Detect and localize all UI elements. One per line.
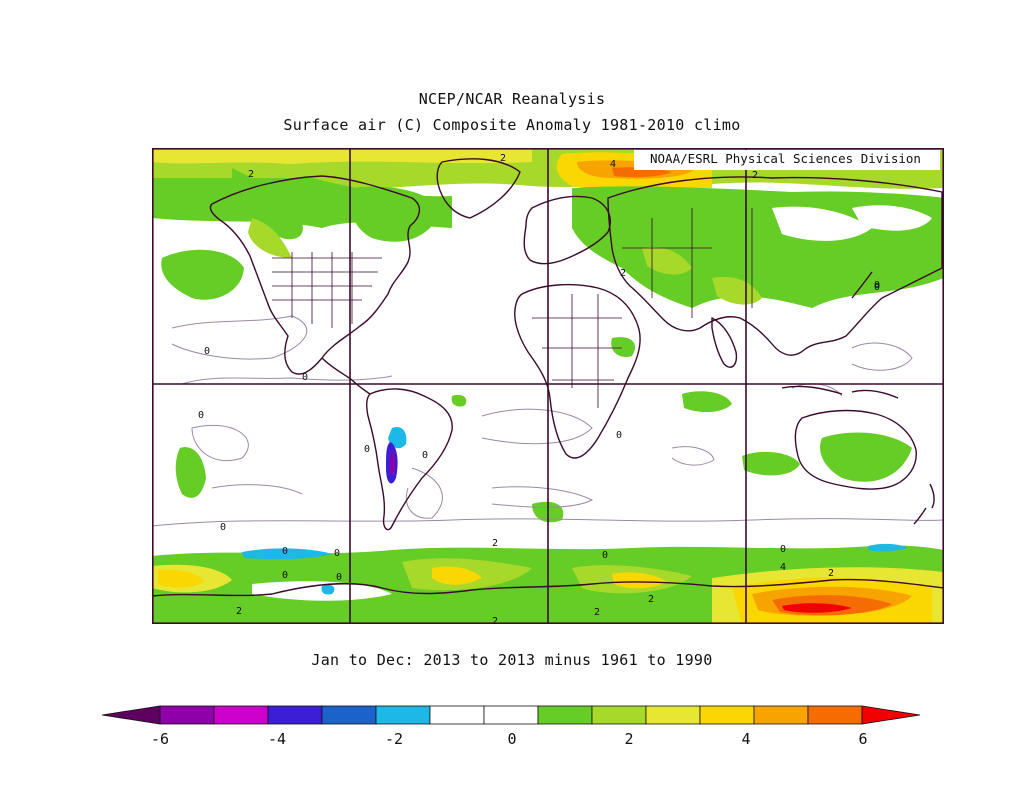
colorbar-tick: 6 (858, 730, 868, 748)
coastlines (152, 158, 944, 597)
zero-contours (152, 315, 944, 527)
contour-label: 0 (204, 346, 210, 357)
contour-label: 0 (198, 410, 204, 421)
asia-outline (607, 176, 943, 356)
africa-outline (514, 283, 641, 459)
central-america-outline (321, 357, 371, 395)
colorbar-segment (807, 705, 863, 725)
map-title: NCEP/NCAR Reanalysis (418, 90, 606, 108)
contour-label: 2 (828, 568, 834, 579)
graticule (152, 148, 944, 624)
contour-label: 0 (364, 444, 370, 455)
contour-label: 2 (500, 153, 506, 164)
colorbar-segment (375, 705, 431, 725)
colorbar-segment (483, 705, 539, 725)
eurasia-borders (622, 208, 753, 318)
colorbar-tick: 2 (624, 730, 634, 748)
contour-label: 0 (282, 546, 288, 557)
contour-label: 0 (874, 280, 880, 291)
colorbar (101, 705, 921, 725)
period-label: Jan to Dec: 2013 to 2013 minus 1961 to 1… (311, 651, 713, 669)
contour-label: 2 (594, 607, 600, 618)
colorbar-segment (591, 705, 647, 725)
contour-label: 0 (422, 450, 428, 461)
new-zealand-outline (913, 483, 935, 525)
africa-borders (532, 294, 622, 408)
contour-label: 0 (616, 430, 622, 441)
contour-label: 4 (780, 562, 786, 573)
contour-label: 0 (220, 522, 226, 533)
contour-label: 0 (282, 570, 288, 581)
cold-anomaly-patches (242, 426, 908, 595)
colorbar-segment (753, 705, 809, 725)
contour-labels: 2 2 4 2 2 0 0 0 0 0 0 0 0 0 0 0 2 2 2 2 … (198, 153, 880, 624)
japan-outline (851, 271, 873, 299)
contour-label: 0 (874, 282, 880, 293)
colorbar-segment (213, 705, 269, 725)
contour-label: 0 (602, 550, 608, 561)
contour-label: 2 (648, 594, 654, 605)
colorbar-segment (699, 705, 755, 725)
contour-label: 2 (492, 538, 498, 549)
colorbar-tick: 0 (507, 730, 517, 748)
north-america-outline (209, 175, 420, 375)
australia-outline (794, 409, 917, 490)
colorbar-tick: -4 (267, 730, 287, 748)
anomaly-map: NOAA/ESRL Physical Sciences Division 2 2… (152, 148, 944, 624)
tropical-anomaly-patches (161, 249, 912, 523)
contour-label: 0 (780, 544, 786, 555)
credit-box: NOAA/ESRL Physical Sciences Division (634, 150, 940, 170)
colorbar-segment (645, 705, 701, 725)
map-frame (152, 148, 944, 624)
colorbar-segment (537, 705, 593, 725)
map-subtitle: Surface air (C) Composite Anomaly 1981-2… (283, 116, 741, 134)
colorbar-max-arrow (861, 705, 921, 725)
colorbar-segment (267, 705, 323, 725)
contour-label: 2 (236, 606, 242, 617)
contour-label: 0 (302, 372, 308, 383)
us-state-borders (272, 252, 382, 328)
south-america-outline (365, 388, 453, 531)
indonesia-outline (781, 385, 899, 399)
contour-label: 4 (610, 159, 616, 170)
colorbar-tick: -6 (150, 730, 170, 748)
colorbar-tick: -2 (384, 730, 404, 748)
andes-extreme-anomaly (386, 442, 398, 484)
contour-label: 0 (334, 548, 340, 559)
colorbar-tick: 4 (741, 730, 751, 748)
colorbar-min-arrow (101, 705, 161, 725)
credit-text: NOAA/ESRL Physical Sciences Division (650, 151, 921, 166)
contour-label: 0 (336, 572, 342, 583)
contour-label: 2 (492, 616, 498, 624)
contour-label: 2 (248, 169, 254, 180)
colorbar-segment (159, 705, 215, 725)
antarctica-outline (152, 578, 944, 597)
india-outline (711, 317, 738, 368)
colorbar-segment (429, 705, 485, 725)
colorbar-segment (321, 705, 377, 725)
europe-outline (523, 195, 611, 265)
contour-label: 2 (752, 170, 758, 181)
contour-label: 2 (620, 268, 626, 279)
greenland-outline (436, 158, 521, 219)
